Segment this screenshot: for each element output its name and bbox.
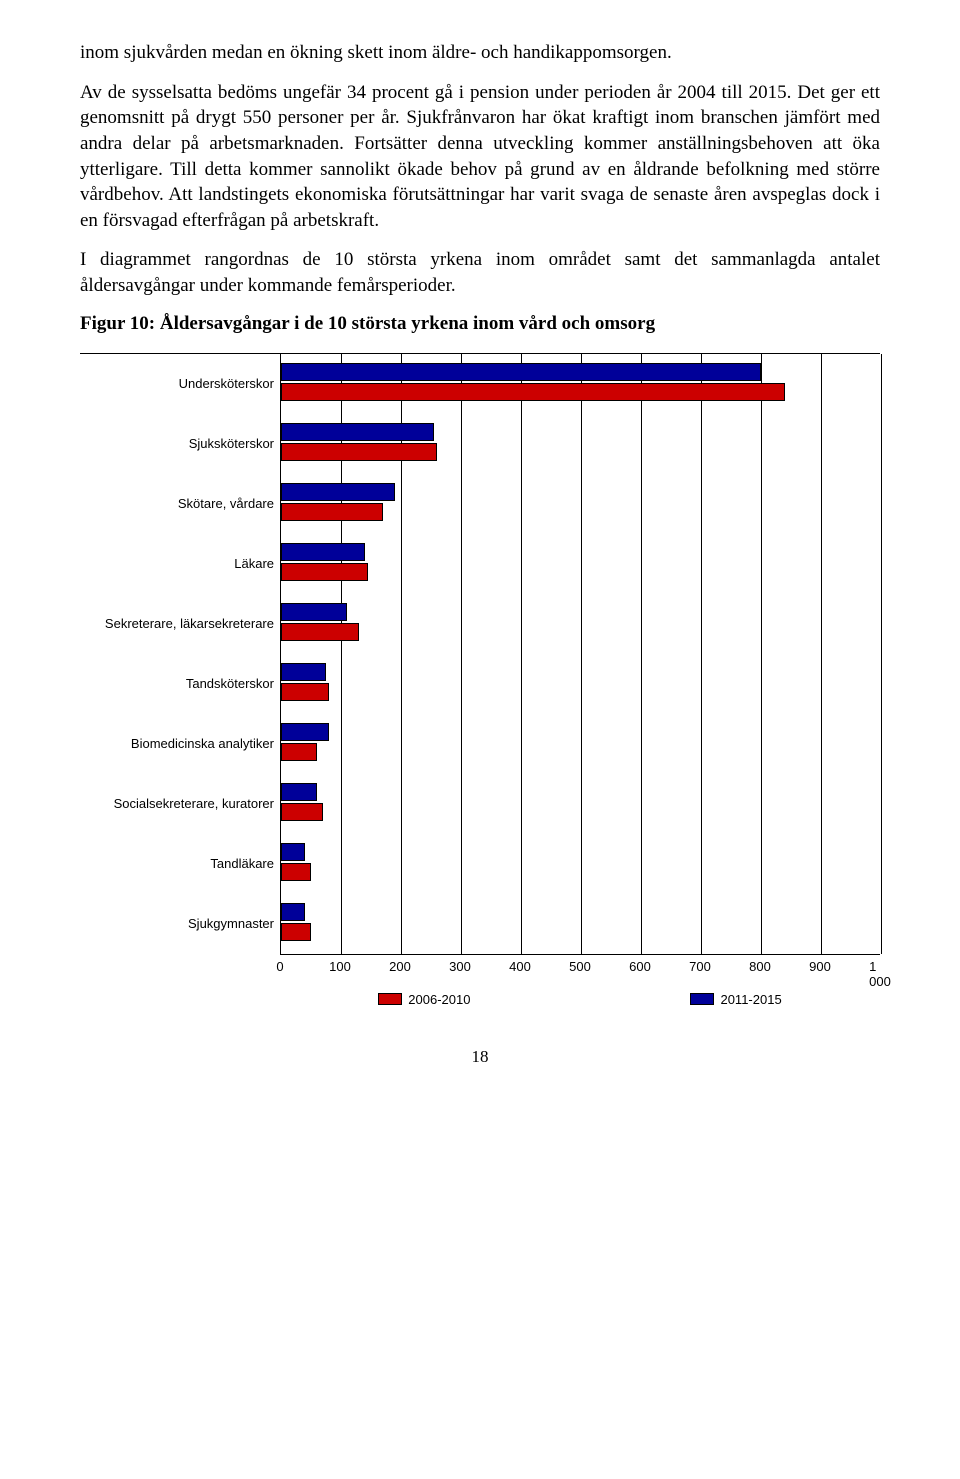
x-tick-label: 700 xyxy=(689,959,711,974)
x-tick-label: 100 xyxy=(329,959,351,974)
chart-category-label: Sekreterare, läkarsekreterare xyxy=(80,616,280,631)
legend-item-2006-2010: 2006-2010 xyxy=(378,992,470,1007)
chart-bars xyxy=(280,534,880,594)
chart-category-label: Tandläkare xyxy=(80,856,280,871)
legend-swatch-red xyxy=(378,993,402,1005)
chart-category-label: Biomedicinska analytiker xyxy=(80,736,280,751)
bar-2011-2015 xyxy=(281,843,305,861)
bar-2006-2010 xyxy=(281,563,368,581)
x-tick-label: 600 xyxy=(629,959,651,974)
bar-2011-2015 xyxy=(281,363,761,381)
chart-category-label: Socialsekreterare, kuratorer xyxy=(80,796,280,811)
chart-bars xyxy=(280,774,880,834)
bar-2006-2010 xyxy=(281,683,329,701)
x-tick-label: 300 xyxy=(449,959,471,974)
chart-category-label: Sjukgymnaster xyxy=(80,916,280,931)
bar-2006-2010 xyxy=(281,923,311,941)
paragraph-2: Av de sysselsatta bedöms ungefär 34 proc… xyxy=(80,80,880,234)
legend-swatch-blue xyxy=(690,993,714,1005)
chart-row: Sjuksköterskor xyxy=(80,414,880,474)
chart-title: Figur 10: Åldersavgångar i de 10 största… xyxy=(80,313,880,335)
chart-row: Sekreterare, läkarsekreterare xyxy=(80,594,880,654)
chart-row: Undersköterskor xyxy=(80,354,880,414)
chart-category-label: Tandsköterskor xyxy=(80,676,280,691)
chart-category-label: Sjuksköterskor xyxy=(80,436,280,451)
chart-bars xyxy=(280,654,880,714)
bar-2011-2015 xyxy=(281,903,305,921)
x-tick-label: 800 xyxy=(749,959,771,974)
bar-2006-2010 xyxy=(281,443,437,461)
legend-item-2011-2015: 2011-2015 xyxy=(690,992,781,1007)
chart-row: Tandläkare xyxy=(80,834,880,894)
x-tick-label: 1 000 xyxy=(869,959,891,989)
bar-2011-2015 xyxy=(281,663,326,681)
paragraph-1: inom sjukvården medan en ökning skett in… xyxy=(80,40,880,66)
chart-row: Sjukgymnaster xyxy=(80,894,880,954)
x-tick-label: 500 xyxy=(569,959,591,974)
paragraph-3: I diagrammet rangordnas de 10 största yr… xyxy=(80,247,880,298)
x-tick-label: 900 xyxy=(809,959,831,974)
bar-2011-2015 xyxy=(281,783,317,801)
chart-category-label: Skötare, vårdare xyxy=(80,496,280,511)
chart-figure-10: Undersköterskor Sjuksköterskor Skötare, vå… xyxy=(80,353,880,1007)
bar-2006-2010 xyxy=(281,803,323,821)
legend-label-a: 2011-2015 xyxy=(720,992,781,1007)
chart-bars xyxy=(280,714,880,774)
bar-2006-2010 xyxy=(281,383,785,401)
bar-2011-2015 xyxy=(281,483,395,501)
bar-2006-2010 xyxy=(281,863,311,881)
chart-bars xyxy=(280,414,880,474)
bar-2011-2015 xyxy=(281,723,329,741)
chart-bars xyxy=(280,594,880,654)
chart-row: Läkare xyxy=(80,534,880,594)
bar-2011-2015 xyxy=(281,603,347,621)
chart-category-label: Läkare xyxy=(80,556,280,571)
chart-row: Tandsköterskor xyxy=(80,654,880,714)
chart-row: Skötare, vårdare xyxy=(80,474,880,534)
bar-2006-2010 xyxy=(281,503,383,521)
x-tick-label: 400 xyxy=(509,959,531,974)
x-tick-label: 200 xyxy=(389,959,411,974)
bar-2006-2010 xyxy=(281,743,317,761)
bar-2006-2010 xyxy=(281,623,359,641)
chart-row: Biomedicinska analytiker xyxy=(80,714,880,774)
bar-2011-2015 xyxy=(281,423,434,441)
bar-2011-2015 xyxy=(281,543,365,561)
chart-bars xyxy=(280,894,880,954)
x-tick-label: 0 xyxy=(276,959,283,974)
chart-row: Socialsekreterare, kuratorer xyxy=(80,774,880,834)
page-number: 18 xyxy=(80,1047,880,1067)
chart-bars xyxy=(280,354,880,414)
chart-category-label: Undersköterskor xyxy=(80,376,280,391)
legend-label-b: 2006-2010 xyxy=(408,992,470,1007)
chart-bars xyxy=(280,834,880,894)
chart-legend: 2006-2010 2011-2015 xyxy=(280,992,880,1007)
chart-bars xyxy=(280,474,880,534)
